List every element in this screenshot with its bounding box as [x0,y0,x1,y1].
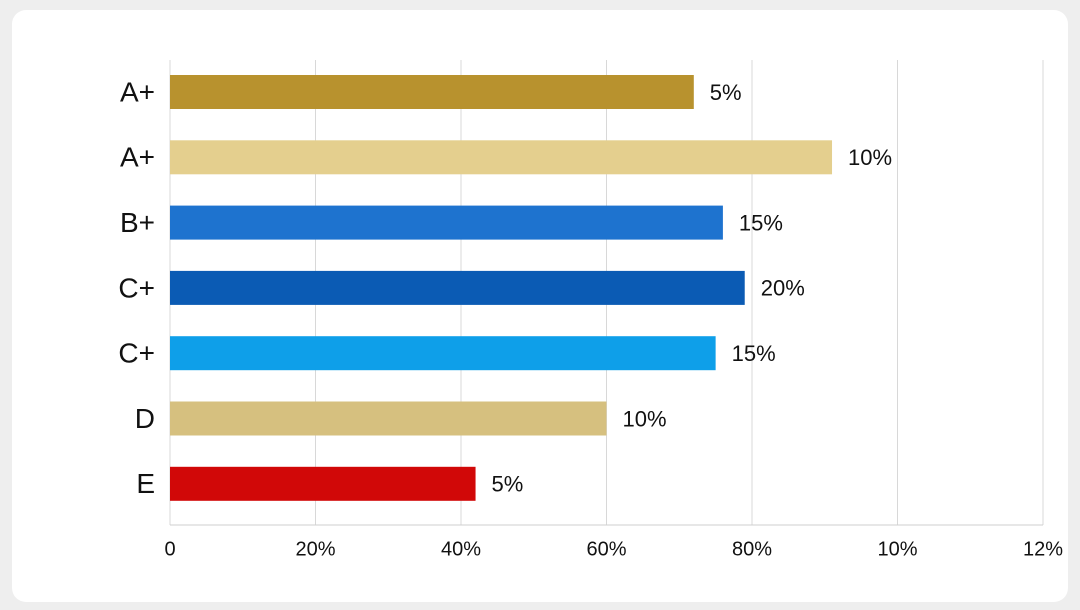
value-label: 20% [761,276,805,301]
x-tick-label: 10% [877,538,917,560]
y-tick-label: B+ [120,207,155,238]
x-tick-label: 60% [586,538,626,560]
bar [170,466,476,501]
y-tick-label: A+ [120,76,155,107]
bar [170,205,723,240]
value-label: 15% [739,210,783,235]
x-tick-label: 40% [441,538,481,560]
x-tick-label: 80% [732,538,772,560]
bar [170,270,745,305]
bar [170,75,694,109]
value-label: 10% [848,145,892,170]
bar [170,401,607,436]
x-tick-label: 12% [1023,538,1063,560]
value-label: 5% [492,472,524,497]
value-label: 5% [710,80,742,105]
bar [170,140,833,175]
y-tick-label: D [135,403,155,434]
y-tick-label: E [136,468,155,499]
y-tick-label: A+ [120,142,155,173]
x-tick-label: 20% [295,538,335,560]
x-tick-label: 0 [164,538,175,560]
value-label: 15% [732,341,776,366]
value-label: 10% [623,406,667,431]
bar [170,336,716,371]
y-tick-label: C+ [118,338,155,369]
y-tick-label: C+ [118,272,155,303]
